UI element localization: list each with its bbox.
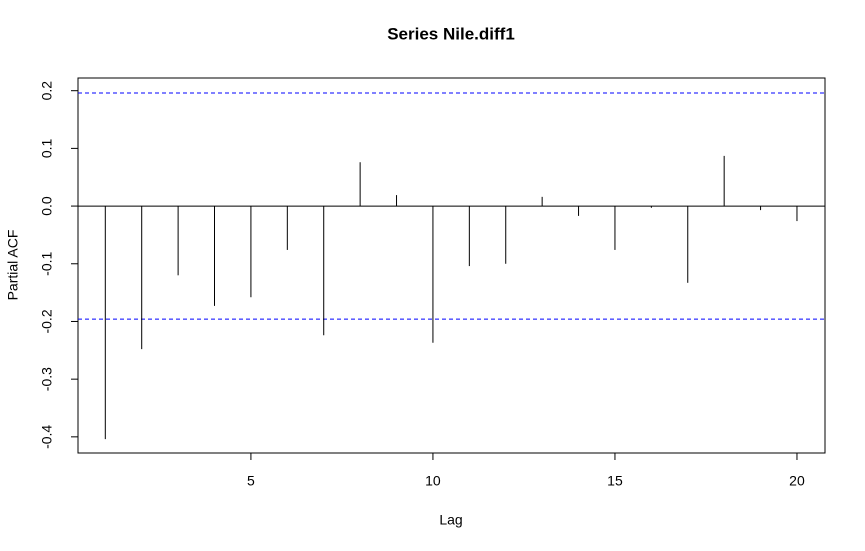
y-tick-label: 0.2 — [39, 81, 55, 101]
chart-title: Series Nile.diff1 — [387, 24, 515, 43]
plot-frame — [77, 77, 826, 454]
x-tick-label: 15 — [607, 473, 623, 489]
x-axis-label: Lag — [439, 512, 462, 528]
y-tick-label: -0.4 — [39, 425, 55, 449]
x-tick-label: 10 — [425, 473, 441, 489]
x-tick-label: 5 — [247, 473, 255, 489]
y-axis-label: Partial ACF — [5, 230, 21, 301]
x-tick-label: 20 — [789, 473, 805, 489]
y-tick-label: -0.1 — [39, 251, 55, 275]
y-tick-label: -0.2 — [39, 309, 55, 333]
y-tick-label: 0.0 — [39, 196, 55, 216]
y-tick-label: -0.3 — [39, 367, 55, 391]
y-tick-label: 0.1 — [39, 138, 55, 158]
